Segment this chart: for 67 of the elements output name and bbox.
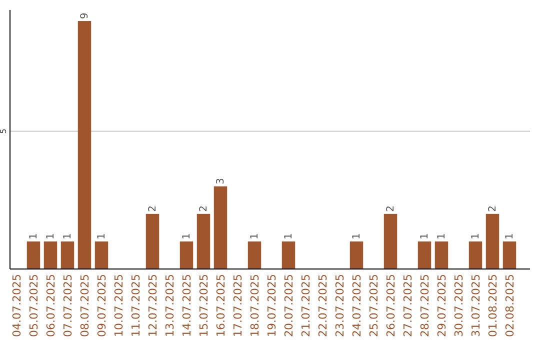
bar (196, 214, 210, 269)
x-tick-label: 27.07.2025 (401, 274, 414, 337)
bar (248, 241, 262, 269)
bar (502, 241, 516, 269)
x-tick-label: 23.07.2025 (333, 274, 346, 337)
x-tick-label: 10.07.2025 (112, 274, 126, 337)
bar (94, 241, 108, 269)
x-tick-label: 15.07.2025 (197, 274, 210, 337)
data-label: 1 (420, 233, 430, 240)
data-label: 1 (28, 233, 40, 240)
x-tick-label: 18.07.2025 (248, 274, 262, 337)
x-tick-label: 04.07.2025 (10, 274, 24, 337)
x-tick-label: 22.07.2025 (316, 274, 330, 337)
x-tick-label: 09.07.2025 (95, 274, 108, 337)
x-tick-label: 17.07.2025 (231, 274, 244, 337)
data-label: 2 (148, 206, 158, 212)
bar (486, 214, 500, 269)
x-tick-label: 12.07.2025 (146, 274, 160, 337)
data-label: 1 (62, 233, 74, 240)
bar (384, 214, 398, 269)
x-tick-label: 31.07.2025 (469, 274, 482, 337)
x-tick-label: 21.07.2025 (299, 274, 312, 337)
bar (44, 241, 58, 269)
data-label: 1 (182, 233, 192, 240)
x-tick-label: 11.07.2025 (129, 274, 142, 337)
x-tick-label: 26.07.2025 (384, 274, 398, 337)
data-label: 1 (470, 233, 482, 240)
data-label: 2 (386, 206, 396, 212)
x-tick-label: 13.07.2025 (163, 274, 176, 337)
x-tick-label: 25.07.2025 (367, 274, 380, 337)
bar (146, 214, 160, 269)
x-tick-label: 01.08.2025 (486, 274, 500, 337)
x-tick-label: 28.07.2025 (418, 274, 432, 337)
bar (468, 241, 482, 269)
x-tick-label: 20.07.2025 (282, 274, 296, 337)
x-tick-label: 19.07.2025 (265, 274, 278, 337)
bar (350, 241, 364, 269)
data-label: 3 (216, 178, 226, 184)
x-tick-label: 08.07.2025 (78, 274, 92, 337)
y-tick-label: 5 (0, 128, 8, 134)
bar (282, 241, 296, 269)
x-tick-label: 02.08.2025 (503, 274, 516, 337)
bar (180, 241, 194, 269)
x-tick-label: 24.07.2025 (350, 274, 364, 337)
bar (214, 186, 228, 269)
x-tick-label: 05.07.2025 (27, 274, 40, 337)
x-tick-label: 14.07.2025 (180, 274, 194, 337)
data-label: 1 (284, 233, 294, 240)
bar (60, 241, 74, 269)
data-label: 1 (352, 233, 362, 240)
bar (78, 21, 92, 269)
data-label: 9 (80, 12, 90, 20)
data-label: 1 (504, 233, 516, 240)
data-label: 2 (198, 206, 210, 212)
bar (26, 241, 40, 269)
x-tick-label: 07.07.2025 (61, 274, 74, 337)
data-label: 1 (46, 233, 56, 240)
x-tick-label: 16.07.2025 (214, 274, 228, 337)
x-tick-label: 06.07.2025 (44, 274, 58, 337)
data-label: 2 (488, 206, 498, 212)
x-tick-label: 30.07.2025 (452, 274, 466, 337)
x-tick-label: 29.07.2025 (435, 274, 448, 337)
bar (418, 241, 432, 269)
data-label: 1 (96, 233, 108, 240)
data-label: 1 (436, 233, 448, 240)
data-label: 1 (250, 233, 260, 240)
bar (434, 241, 448, 269)
